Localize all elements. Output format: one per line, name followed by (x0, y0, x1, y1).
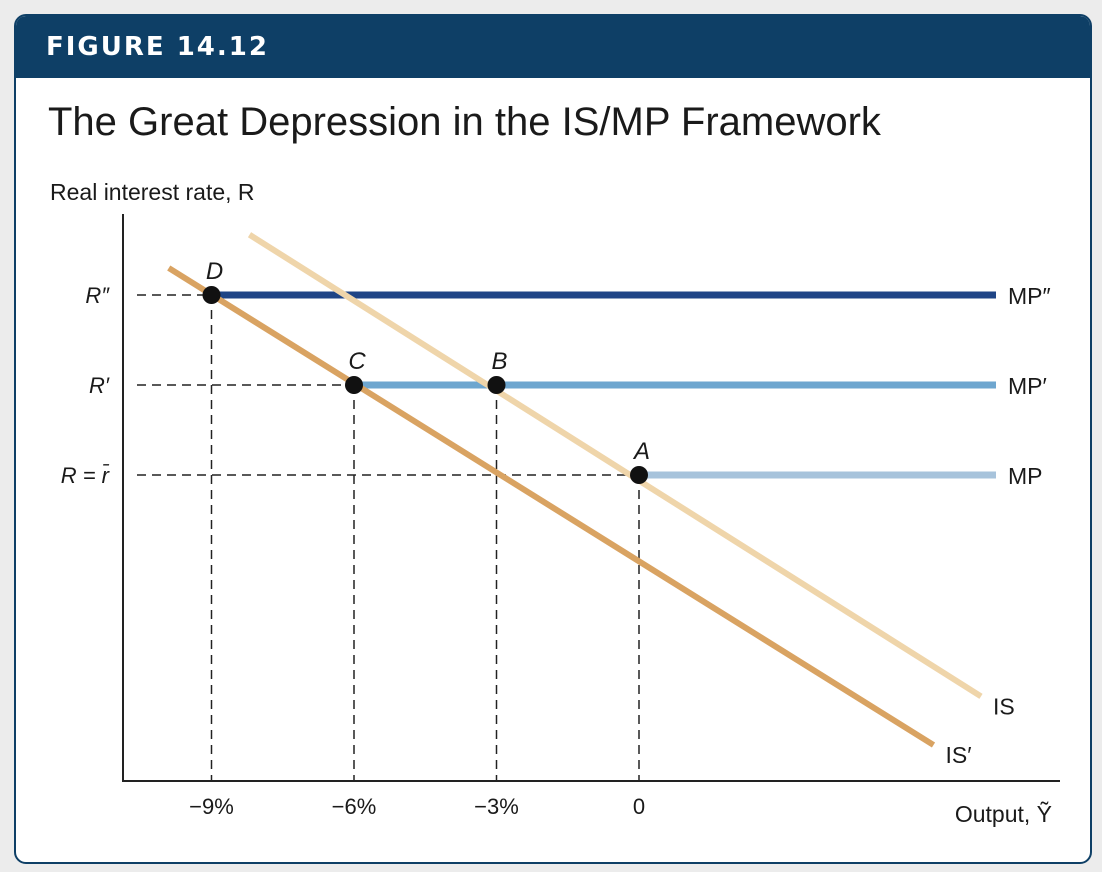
x-axis-label: Output, Ỹ (955, 801, 1052, 827)
point-label-b: B (491, 348, 507, 375)
point-c (345, 376, 363, 394)
point-label-c: C (348, 348, 366, 375)
point-a (630, 466, 648, 484)
x-tick-label: 0 (633, 794, 645, 819)
figure-card: FIGURE 14.12 The Great Depression in the… (14, 14, 1092, 864)
x-tick-label: −3% (474, 794, 519, 819)
figure-title: The Great Depression in the IS/MP Framew… (48, 100, 881, 144)
series-label: MP″ (1008, 283, 1051, 309)
y-tick-label-r2: R″ (85, 283, 110, 308)
line-is (247, 232, 983, 699)
point-d (202, 286, 221, 304)
point-b (487, 376, 506, 394)
point-label-d: D (206, 258, 223, 285)
series-label: MP (1008, 463, 1043, 489)
series-label: IS (993, 693, 1015, 719)
figure-banner: FIGURE 14.12 (16, 16, 1090, 78)
figure-label: FIGURE 14.12 (46, 32, 269, 62)
y-tick-label-rbar: R = r̄ (61, 463, 111, 488)
series-label: MP′ (1008, 373, 1047, 399)
x-tick-label: −6% (332, 794, 377, 819)
x-tick-label: −9% (189, 794, 234, 819)
line-is-prime (167, 265, 936, 748)
y-axis-label: Real interest rate, R (50, 179, 255, 205)
y-tick-label-r1: R′ (89, 373, 110, 398)
series-label: IS′ (946, 742, 972, 768)
point-label-a: A (632, 438, 650, 465)
